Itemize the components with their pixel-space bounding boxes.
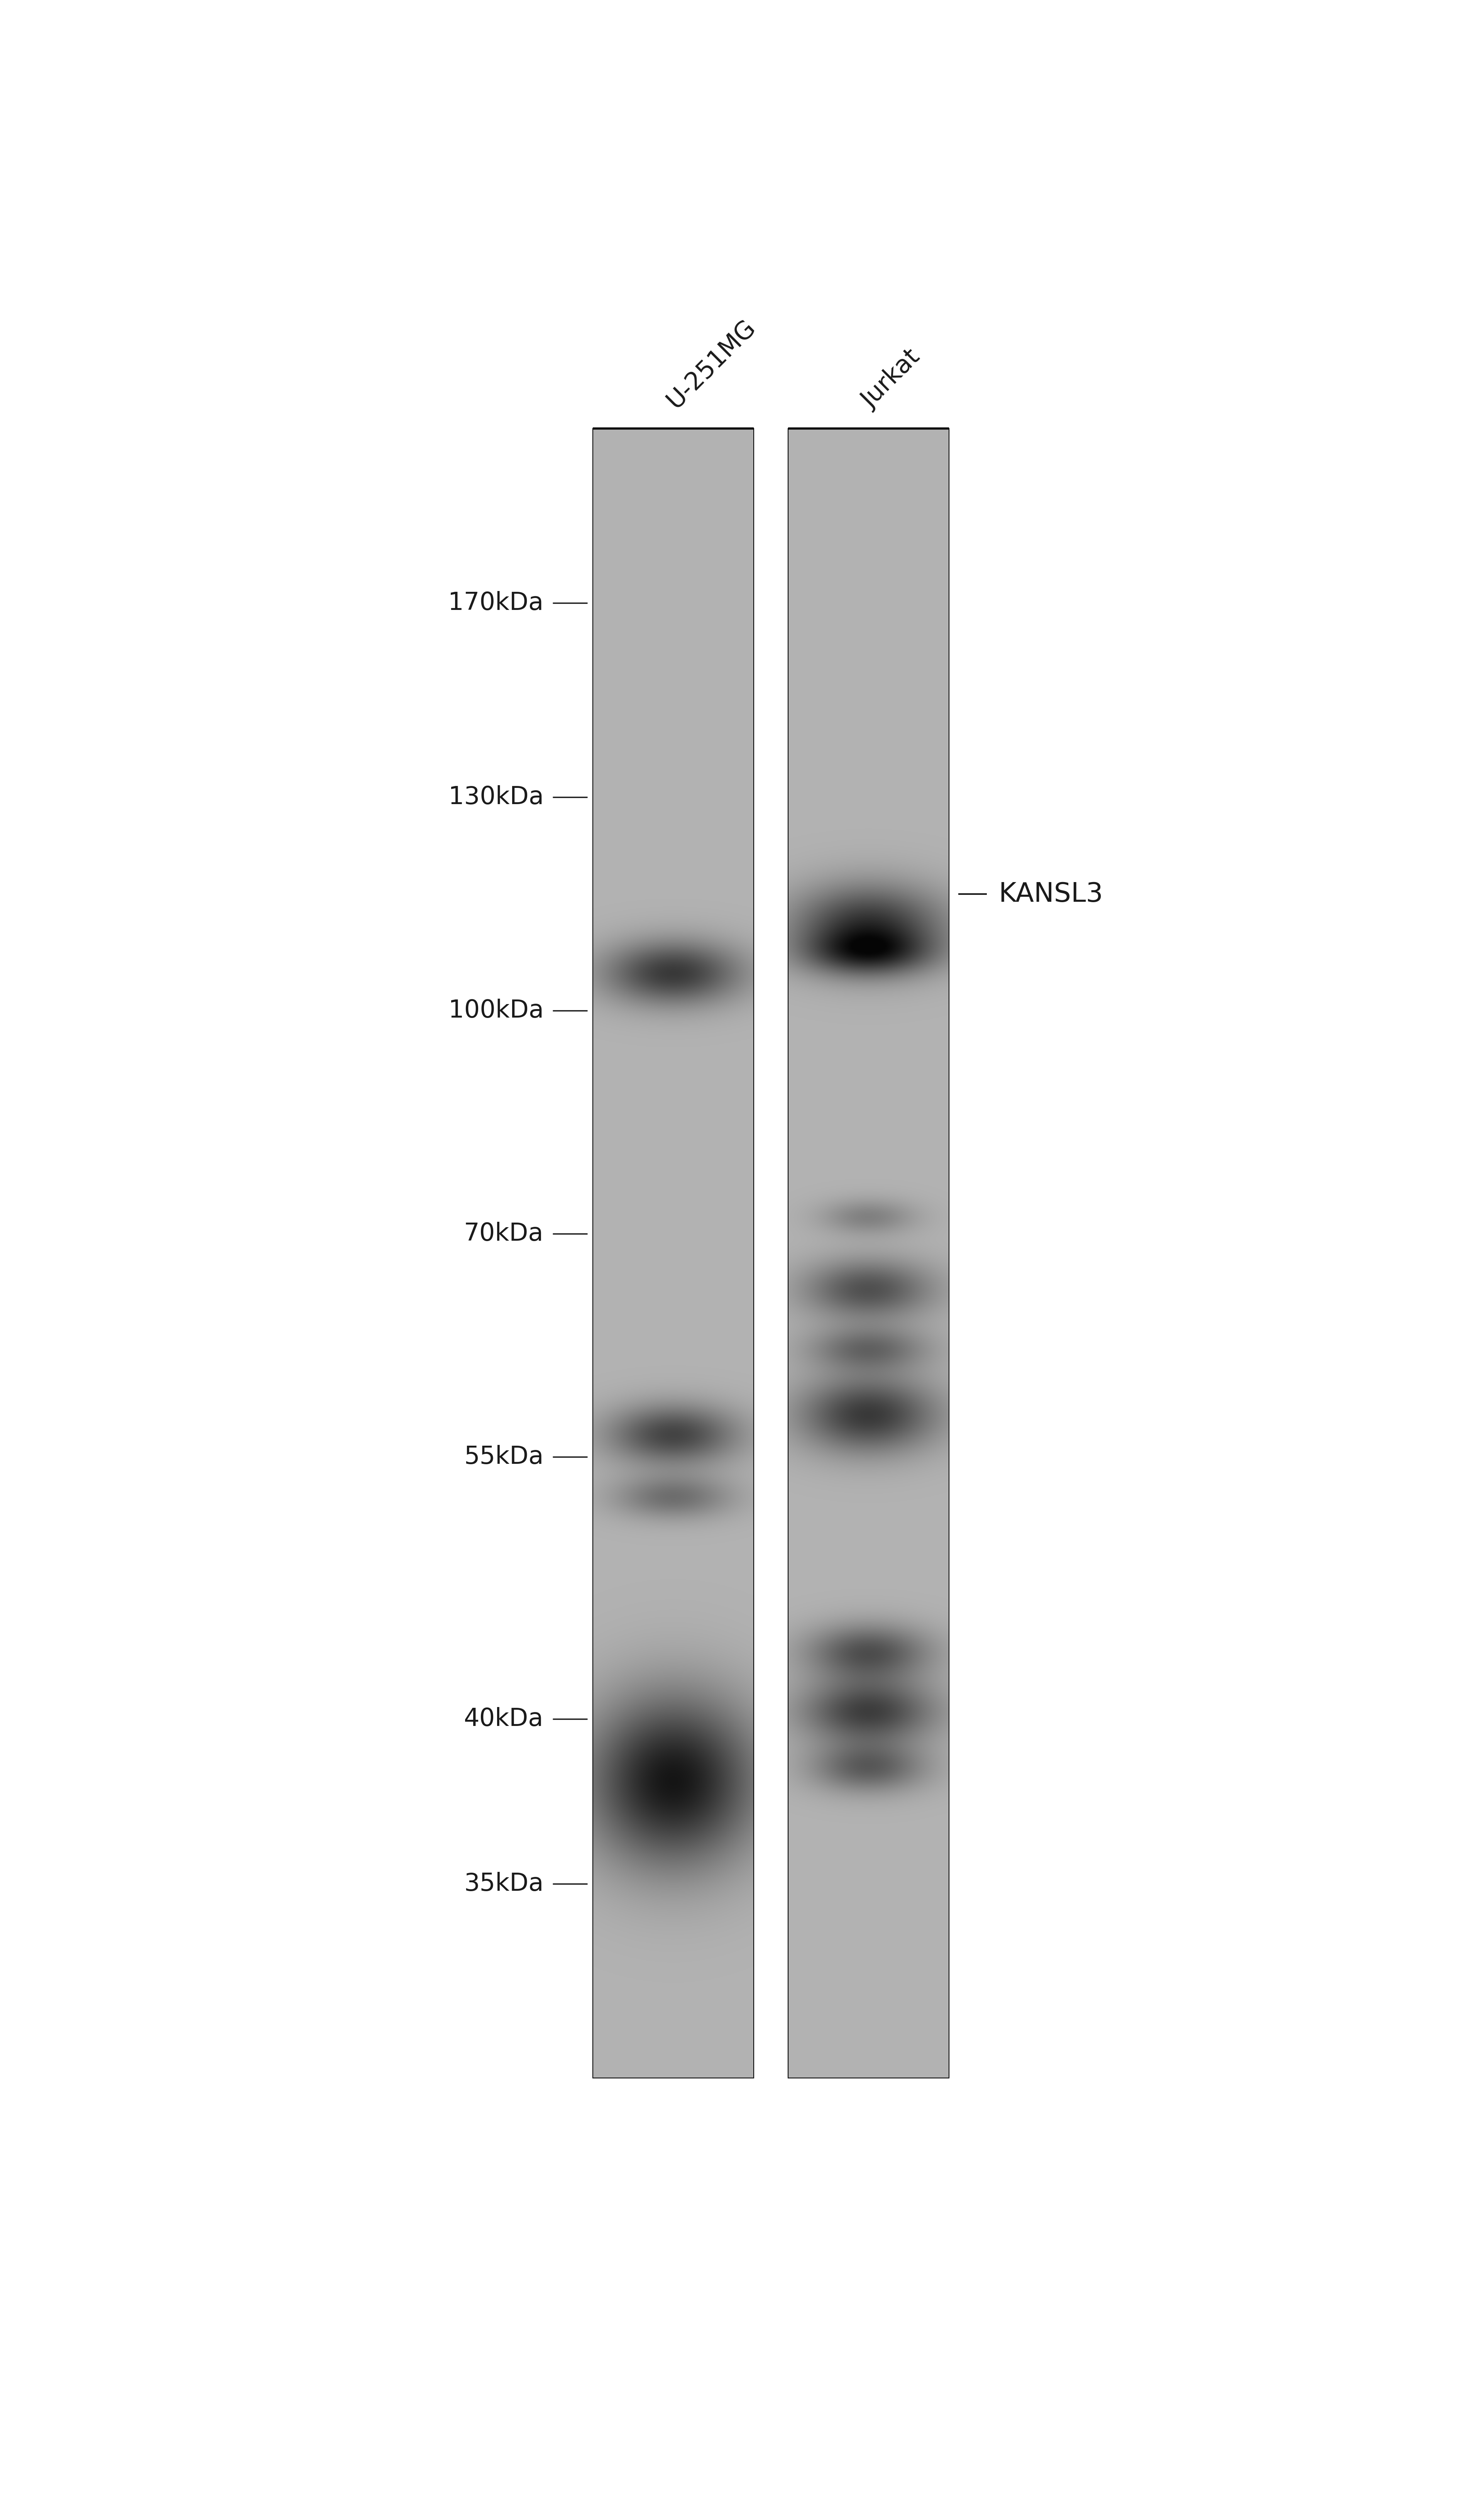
Text: 55kDa: 55kDa xyxy=(464,1444,544,1469)
Text: 40kDa: 40kDa xyxy=(464,1706,544,1731)
Text: 100kDa: 100kDa xyxy=(448,998,544,1023)
Bar xyxy=(788,428,948,2079)
Text: Jurkat: Jurkat xyxy=(858,345,925,413)
Bar xyxy=(593,428,754,2079)
Text: 130kDa: 130kDa xyxy=(448,786,544,809)
Text: 35kDa: 35kDa xyxy=(464,1872,544,1895)
Text: 170kDa: 170kDa xyxy=(448,592,544,615)
Text: 70kDa: 70kDa xyxy=(464,1222,544,1245)
Text: U-251MG: U-251MG xyxy=(662,315,760,413)
Text: KANSL3: KANSL3 xyxy=(999,882,1103,907)
